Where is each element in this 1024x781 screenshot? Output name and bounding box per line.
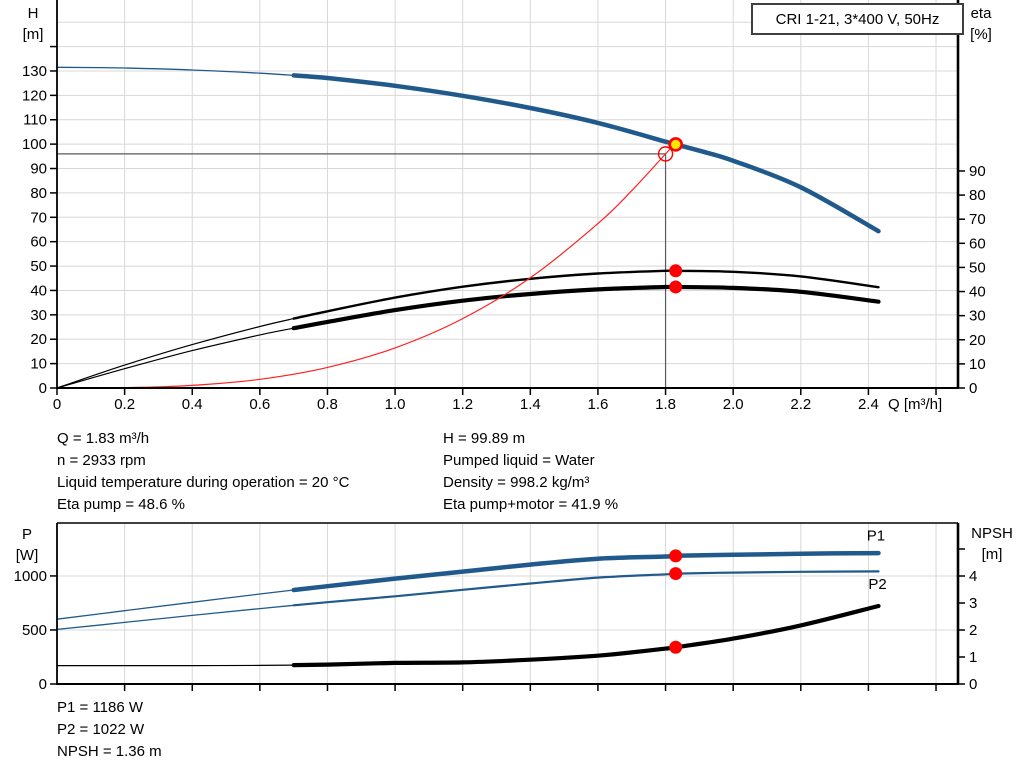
npsh-curve-thin: [57, 664, 294, 667]
eta-pump-curve-thin: [56, 318, 294, 389]
right-tick-label: 1: [969, 649, 977, 666]
info-p2: P2 = 1022 W: [57, 721, 145, 738]
info-flow: Q = 1.83 m³/h: [57, 430, 150, 447]
right-tick-label: 60: [969, 235, 986, 252]
eta-pump-motor-curve-thin: [56, 327, 294, 389]
info-head: H = 99.89 m: [443, 430, 526, 447]
x-tick-label: 1.4: [520, 396, 541, 413]
system-curve: [56, 142, 677, 389]
npsh-axis-symbol: NPSH: [971, 525, 1013, 542]
left-tick-label: 20: [30, 331, 47, 348]
info-npsh: NPSH = 1.36 m: [57, 743, 162, 760]
requested-duty-point: [657, 146, 674, 162]
eta-axis-symbol: eta: [970, 5, 992, 22]
x-tick-label: 1.0: [385, 396, 406, 413]
series-label-p2: P2: [868, 576, 886, 593]
right-tick-label: 80: [969, 187, 986, 204]
right-tick-label: 40: [969, 284, 986, 301]
right-tick-label: 0: [969, 676, 977, 693]
x-tick-label: 0.6: [249, 396, 270, 413]
x-tick-label: 2.2: [790, 396, 811, 413]
npsh-axis-unit: NPSH [m]: [962, 523, 1022, 565]
info-speed: n = 2933 rpm: [57, 452, 146, 469]
right-tick-label: 0: [969, 380, 977, 397]
left-tick-label: 30: [30, 307, 47, 324]
series-label-p1: P1: [867, 527, 885, 544]
p-axis-unit: P [W]: [11, 524, 43, 566]
left-tick-label: 60: [30, 234, 47, 251]
left-tick-label: 120: [22, 87, 47, 104]
p1-curve-thin: [56, 589, 294, 620]
npsh-point: [669, 640, 683, 654]
left-tick-label: 40: [30, 282, 47, 299]
x-axis-title: Q [m³/h]: [888, 396, 942, 413]
left-tick-label: 500: [22, 622, 47, 639]
info-p1: P1 = 1186 W: [57, 699, 144, 716]
info-liquid-temperature: Liquid temperature during operation = 20…: [57, 474, 350, 491]
x-tick-label: 0.4: [182, 396, 203, 413]
h-axis-unit: H [m]: [17, 3, 49, 45]
info-eta-pump-motor: Eta pump+motor = 41.9 %: [443, 496, 619, 513]
h-axis-measure: [m]: [22, 26, 44, 43]
npsh-axis-measure: [m]: [981, 546, 1003, 563]
info-density: Density = 998.2 kg/m³: [443, 474, 590, 491]
x-tick-label: 0.8: [317, 396, 338, 413]
head-curve: [291, 73, 881, 234]
left-tick-label: 100: [22, 136, 47, 153]
eta-axis-unit: eta [%]: [963, 3, 999, 45]
p-axis-measure: [W]: [15, 547, 39, 564]
left-tick-label: 90: [30, 161, 47, 178]
left-tick-label: 1000: [14, 568, 47, 585]
pump-title: CRI 1-21, 3*400 V, 50Hz: [775, 10, 940, 28]
left-tick-label: 10: [30, 356, 47, 373]
x-tick-label: 0.2: [114, 396, 135, 413]
right-tick-label: 4: [969, 568, 977, 585]
right-tick-label: 30: [969, 308, 986, 325]
left-tick-label: 130: [22, 63, 47, 80]
eta-pump-motor-curve: [291, 284, 881, 331]
left-tick-label: 70: [30, 209, 47, 226]
duty-info-left: Q = 1.83 m³/h n = 2933 rpm Liquid temper…: [57, 428, 349, 516]
right-tick-label: 3: [969, 595, 977, 612]
h-axis-symbol: H: [27, 5, 39, 22]
eta-axis-measure: [%]: [970, 26, 992, 43]
right-tick-label: 2: [969, 622, 977, 639]
x-tick-label: 1.8: [655, 396, 676, 413]
x-tick-label: 0: [53, 396, 61, 413]
x-tick-label: 2.0: [723, 396, 744, 413]
left-tick-label: 0: [39, 676, 47, 693]
operating-point: [668, 137, 683, 152]
p1-point: [669, 549, 683, 563]
right-tick-label: 70: [969, 211, 986, 228]
power-info: P1 = 1186 W P2 = 1022 W NPSH = 1.36 m: [57, 697, 162, 763]
x-tick-label: 1.2: [452, 396, 473, 413]
x-tick-label: 2.4: [858, 396, 879, 413]
head-curve-thin: [56, 66, 294, 77]
right-tick-label: 90: [969, 163, 986, 180]
eta-pump-motor-point: [669, 280, 683, 294]
right-tick-label: 20: [969, 332, 986, 349]
x-tick-label: 1.6: [588, 396, 609, 413]
left-tick-label: 110: [23, 112, 47, 129]
left-tick-label: 0: [39, 380, 47, 397]
right-tick-label: 50: [969, 259, 986, 276]
right-tick-label: 10: [969, 356, 986, 373]
left-tick-label: 50: [30, 258, 47, 275]
eta-pump-curve: [292, 269, 880, 320]
p2-curve-thin: [56, 604, 294, 631]
info-pumped-liquid: Pumped liquid = Water: [443, 452, 595, 469]
left-tick-label: 80: [30, 185, 47, 202]
chart-title-box: CRI 1-21, 3*400 V, 50Hz: [751, 3, 964, 35]
p2-curve: [292, 570, 880, 607]
duty-info-right: H = 99.89 m Pumped liquid = Water Densit…: [443, 428, 618, 516]
info-eta-pump: Eta pump = 48.6 %: [57, 496, 185, 513]
p2-point: [669, 567, 683, 581]
p-axis-symbol: P: [21, 526, 32, 543]
p1-curve: [291, 550, 881, 593]
npsh-curve: [291, 603, 881, 668]
eta-pump-point: [669, 264, 683, 278]
